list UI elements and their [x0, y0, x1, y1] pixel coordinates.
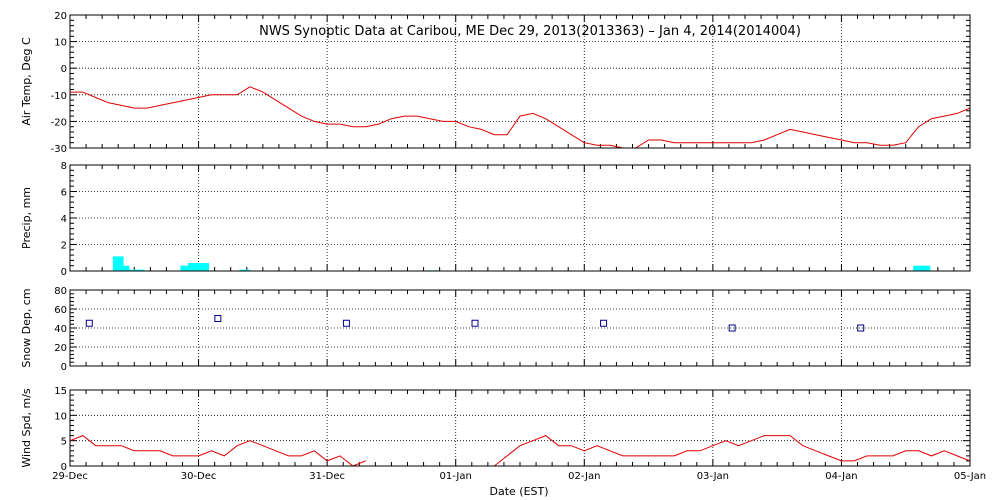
- precip-bar: [180, 265, 192, 271]
- y-tick-label: 20: [54, 11, 67, 22]
- panel-2: 0 2 4 6 8 Precip, mm: [20, 161, 971, 278]
- y-axis-title: Air Temp, Deg C: [20, 37, 33, 126]
- snow-depth-point: [342, 319, 350, 327]
- y-tick-label: 15: [54, 386, 67, 397]
- series: [70, 86, 970, 148]
- y-axis-title: Snow Dep, cm: [20, 288, 33, 367]
- y-tick-label: 10: [54, 38, 67, 49]
- panel-frame: [69, 14, 971, 149]
- y-tick-label: -20: [51, 117, 67, 128]
- panel-frame: [69, 289, 971, 367]
- precip-bar: [134, 269, 145, 271]
- x-tick-label: 01-Jan: [440, 471, 472, 482]
- snow-depth-point: [857, 324, 865, 332]
- x-tick-label: 02-Jan: [568, 471, 600, 482]
- y-axis-title: Precip, mm: [20, 187, 33, 249]
- x-tick-label: 29-Dec: [52, 471, 88, 482]
- precip-bar: [112, 256, 124, 271]
- snow-depth-point: [214, 315, 222, 322]
- snow-depth-point: [85, 319, 93, 327]
- series-line: [70, 86, 970, 148]
- y-tick-label: 0: [61, 362, 67, 373]
- panel-frame: [69, 164, 971, 272]
- chart-title: NWS Synoptic Data at Caribou, ME Dec 29,…: [259, 24, 801, 39]
- panels: -30 -20 -10 0 10 20 Air Temp, Deg C 0 2 4 6 8 Precip…: [20, 11, 971, 473]
- precip-bar: [198, 263, 210, 271]
- y-tick-label: 60: [54, 305, 67, 316]
- x-tick-label: 04-Jan: [825, 471, 857, 482]
- y-tick-label: 20: [54, 343, 67, 354]
- snow-depth-point: [471, 319, 479, 327]
- y-tick-label: 8: [61, 161, 67, 172]
- snow-depth-point: [728, 324, 736, 332]
- panel-frame: [69, 389, 971, 467]
- series-line: [70, 435, 970, 466]
- y-tick-label: 0: [61, 64, 67, 75]
- precip-bar: [239, 269, 251, 271]
- x-tick-label: 30-Dec: [181, 471, 217, 482]
- y-tick-label: 5: [61, 437, 67, 448]
- series: [85, 315, 865, 332]
- x-tick-label: 31-Dec: [309, 471, 345, 482]
- panel-4: 0 5 10 15 Wind Spd, m/s: [20, 386, 971, 473]
- y-tick-label: 6: [61, 188, 67, 199]
- panel-1: -30 -20 -10 0 10 20 Air Temp, Deg C: [20, 11, 971, 155]
- y-tick-label: 10: [54, 411, 67, 422]
- precip-bar: [188, 263, 199, 271]
- snow-depth-point: [600, 319, 608, 327]
- precip-bar: [919, 265, 931, 271]
- x-tick-label: 05-Jan: [954, 471, 986, 482]
- y-axis-title: Wind Spd, m/s: [20, 388, 33, 468]
- y-tick-label: 4: [61, 214, 67, 225]
- y-tick-label: 80: [54, 286, 67, 297]
- precip-bar: [913, 265, 924, 271]
- panel-3: 0 20 40 60 80 Snow Dep, cm: [20, 286, 971, 373]
- x-tick-label: 03-Jan: [697, 471, 729, 482]
- precip-bar: [118, 265, 130, 271]
- y-tick-label: -10: [51, 91, 67, 102]
- y-tick-label: 2: [61, 241, 67, 252]
- series: [70, 435, 970, 466]
- x-tick-labels: 29-Dec 30-Dec 31-Dec 01-Jan 02-Jan 03-Jan 04-J…: [52, 471, 986, 482]
- y-tick-label: 0: [61, 462, 67, 473]
- y-tick-label: 0: [61, 267, 67, 278]
- y-tick-label: 40: [54, 324, 67, 335]
- x-axis-title: Date (EST): [489, 485, 548, 498]
- y-tick-label: -30: [51, 144, 67, 155]
